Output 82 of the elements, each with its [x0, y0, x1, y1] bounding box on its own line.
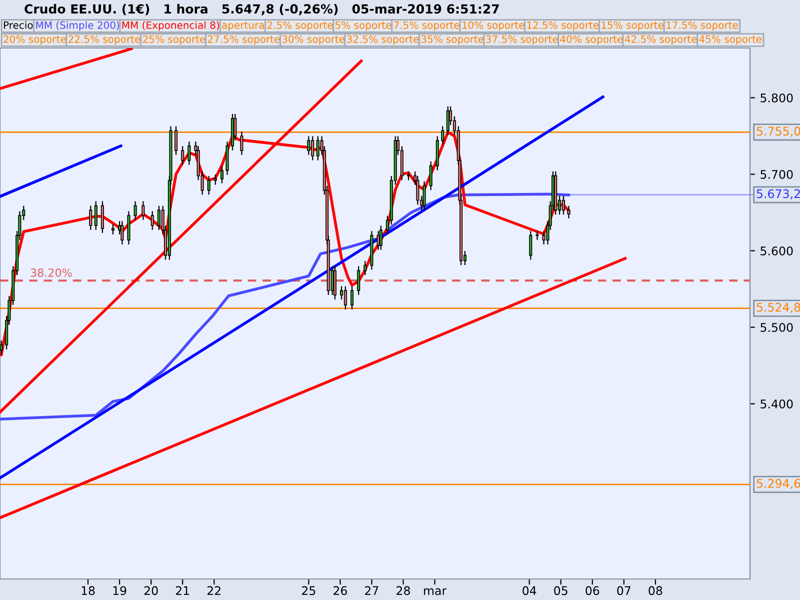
candlestick [416, 176, 420, 205]
ref-line-label: 5.294,6 [756, 478, 800, 490]
x-tick-label: 07 [617, 586, 630, 596]
y-tick-label: 5.400 [760, 400, 793, 408]
text: 42.5% soporte [624, 35, 697, 45]
text: 32.5% soporte [347, 35, 419, 45]
candlestick [364, 260, 367, 276]
x-tick-label: 27 [365, 586, 378, 595]
x-tick-label: 20 [144, 586, 158, 596]
text: 2.5% soporte [267, 21, 333, 31]
candlestick [94, 201, 98, 230]
x-tick-label: 05 [554, 586, 568, 596]
text: 12.5% soporte [527, 21, 599, 31]
candlestick [429, 161, 432, 190]
candlestick [350, 286, 354, 310]
text: MM (Simple 200) [36, 21, 120, 31]
x-tick-label: 22 [207, 586, 220, 595]
candlestick [89, 206, 92, 230]
text: MM (Exponencial 8) [122, 21, 220, 31]
text: 40% soporte [560, 35, 623, 45]
candlestick [142, 201, 145, 220]
text: 10% soporte [462, 21, 524, 31]
text: 22.5% soporte [68, 35, 140, 45]
candlestick [157, 206, 160, 230]
text: 27.5% soporte [208, 35, 280, 45]
candlestick [311, 136, 314, 160]
candlestick [240, 132, 244, 155]
text: 37.5% soporte [486, 35, 558, 45]
candlestick [181, 146, 184, 165]
text: 5% soporte [336, 21, 392, 31]
candlestick [529, 231, 532, 260]
candlestick [562, 196, 566, 215]
candlestick [207, 176, 210, 195]
candlestick [446, 106, 450, 136]
x-tick-label: 06 [586, 586, 600, 596]
y-tick-label: 5.800 [760, 93, 793, 102]
candlestick [316, 136, 320, 160]
x-tick-label: 04 [522, 586, 536, 596]
candlestick [188, 142, 191, 165]
candlestick [379, 226, 382, 250]
text: 20% soporte [4, 35, 66, 45]
text: Precio [4, 21, 33, 29]
x-tick-label: mar [424, 588, 447, 596]
annotation: 38.20% [30, 268, 72, 277]
candlestick [150, 211, 154, 230]
candlestick [120, 221, 124, 244]
text: 25% soporte [142, 35, 206, 45]
candlestick [0, 340, 3, 355]
y-tick-label: 5.600 [760, 246, 793, 256]
candlestick [422, 181, 426, 210]
y-tick-label: 5.500 [760, 322, 793, 332]
x-tick-label: 28 [396, 586, 410, 596]
text: 15% soporte [602, 21, 664, 31]
candlestick [111, 224, 114, 234]
x-tick-label: 08 [648, 586, 662, 596]
text: 45% soporte [699, 35, 762, 45]
candlestick [134, 201, 137, 220]
x-tick-label: 21 [176, 586, 189, 595]
text: 17.5% soporte [666, 21, 738, 31]
candlestick [357, 266, 360, 295]
ref-line-label: 5.755,0 [756, 126, 800, 137]
candlestick [214, 174, 217, 185]
candlestick [220, 166, 224, 184]
candlestick [174, 126, 178, 155]
text: 7.5% soporte [394, 21, 460, 31]
candlestick [536, 231, 539, 240]
x-tick-label: 25 [302, 586, 316, 596]
x-tick-label: 19 [113, 586, 126, 596]
candlestick [567, 206, 570, 218]
chart-title: Crudo EE.UU. (1€) 1 hora 5.647,8 (-0,26%) 05-mar-2019 6:51:27 [24, 4, 499, 16]
candlestick [344, 286, 347, 310]
candlestick [100, 201, 104, 233]
ref-line-label: 5.524,8 [756, 302, 800, 313]
text: apertura [222, 22, 264, 31]
x-tick-label: 26 [334, 586, 347, 596]
candlestick [307, 136, 310, 155]
candlestick [441, 126, 444, 145]
x-tick-label: 18 [82, 586, 95, 596]
text: 35% soporte [421, 35, 484, 45]
y-tick-label: 5.700 [760, 170, 793, 179]
text: 30% soporte [282, 35, 344, 45]
annotation: 5.673,2 [756, 189, 800, 200]
